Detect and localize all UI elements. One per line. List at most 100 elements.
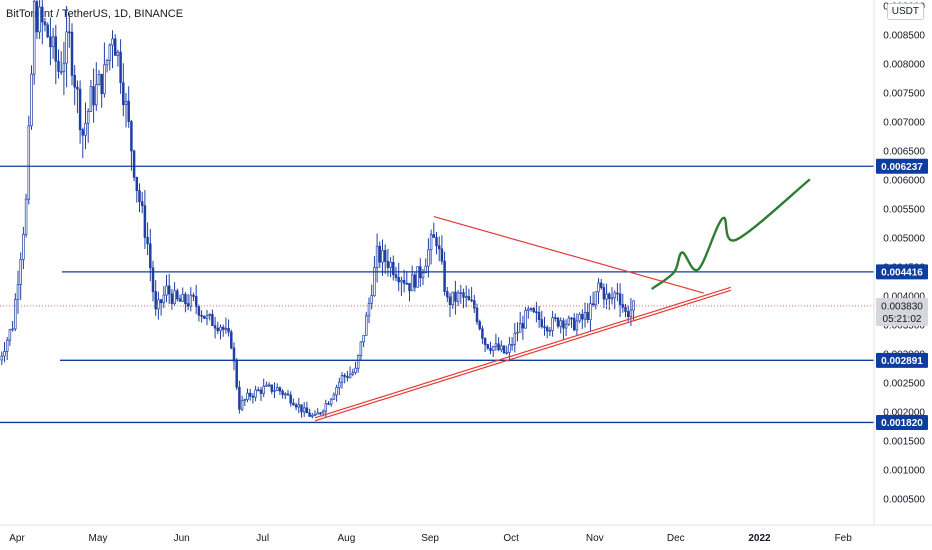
candle: [416, 266, 419, 288]
candle: [332, 392, 336, 400]
candle: [243, 398, 247, 406]
time-tick-label: 2022: [748, 533, 771, 544]
time-tick-label: May: [89, 533, 108, 544]
candle: [197, 304, 201, 322]
candle: [346, 370, 349, 382]
candle: [189, 287, 193, 312]
quote-currency-badge[interactable]: USDT: [886, 3, 924, 20]
candle: [41, 0, 44, 45]
time-tick-label: Jul: [256, 533, 269, 544]
candles-layer: [0, 0, 635, 419]
time-tick-label: Oct: [503, 533, 519, 544]
candle: [238, 380, 241, 414]
candle: [513, 322, 517, 353]
candle: [608, 292, 611, 311]
candle: [529, 307, 533, 312]
candle: [297, 397, 301, 414]
candle: [254, 385, 257, 402]
candle: [572, 313, 576, 332]
price-tick-label: 0.007000: [883, 118, 925, 129]
candle: [184, 291, 187, 313]
candle: [5, 336, 9, 361]
candle: [143, 189, 147, 250]
candle: [599, 278, 603, 290]
candle: [200, 310, 203, 323]
candle: [459, 285, 463, 304]
candle: [521, 315, 525, 340]
price-tick-label: 0.005000: [883, 234, 925, 245]
candle: [583, 302, 587, 328]
candle: [348, 366, 352, 379]
candle: [130, 119, 133, 171]
candle: [251, 393, 255, 404]
candle: [489, 341, 492, 355]
candle: [95, 62, 98, 111]
price-labels: 0.006237 0.004416 0.002891 0.001820 0.003830…: [876, 158, 928, 430]
candle: [267, 382, 271, 388]
candle: [319, 411, 322, 416]
price-tick-label: 0.008000: [883, 60, 925, 71]
candle: [313, 410, 317, 417]
candle: [73, 65, 76, 106]
candle: [478, 319, 481, 331]
candle: [602, 283, 606, 309]
candle: [432, 222, 436, 238]
candle: [389, 257, 392, 278]
candle: [543, 316, 546, 336]
time-tick-label: Apr: [9, 533, 25, 544]
projection-path: [651, 178, 811, 290]
candle: [51, 27, 55, 59]
candle: [43, 18, 47, 32]
svg-text:0.006237: 0.006237: [881, 162, 923, 173]
candle: [273, 382, 276, 399]
candle: [578, 312, 581, 324]
candle: [518, 311, 522, 333]
candle: [359, 341, 363, 360]
candle: [437, 236, 441, 262]
candle: [527, 305, 530, 319]
trendline-support-upper[interactable]: [314, 286, 731, 419]
candle: [559, 317, 562, 334]
chart-title: BitTorrent / TetherUS, 1D, BINANCE: [6, 8, 184, 20]
candle: [378, 241, 382, 269]
candle: [59, 51, 63, 76]
candle: [413, 272, 417, 292]
trendline-support-lower[interactable]: [314, 289, 731, 422]
candle: [324, 399, 328, 419]
trendlines: [314, 215, 731, 422]
candle: [54, 24, 58, 85]
candle: [46, 22, 49, 39]
candle: [624, 304, 627, 318]
candle: [537, 305, 541, 328]
candle: [154, 280, 157, 316]
candle: [551, 311, 554, 337]
trendline-resistance[interactable]: [433, 215, 704, 294]
projection-curve[interactable]: [651, 178, 811, 290]
level-price-label: 0.006237: [876, 158, 928, 174]
candle: [113, 34, 117, 56]
candle: [14, 293, 17, 332]
candle: [486, 343, 490, 350]
candle: [362, 334, 365, 348]
candle: [570, 317, 573, 328]
candle: [11, 320, 14, 332]
candle: [30, 65, 33, 130]
candle: [100, 73, 103, 108]
candle: [213, 316, 217, 339]
candle: [481, 325, 484, 344]
candle: [167, 273, 171, 304]
candle: [394, 266, 398, 282]
candle: [224, 317, 228, 334]
candle: [562, 317, 565, 340]
svg-text:0.001820: 0.001820: [881, 418, 923, 429]
candle: [108, 43, 112, 71]
candle: [367, 297, 371, 324]
candle: [146, 222, 149, 256]
price-tick-label: 0.006000: [883, 176, 925, 187]
candle: [38, 0, 41, 39]
candle: [556, 316, 560, 329]
candle: [111, 30, 114, 69]
price-tick-label: 0.003500: [883, 321, 925, 332]
candle: [338, 377, 341, 395]
